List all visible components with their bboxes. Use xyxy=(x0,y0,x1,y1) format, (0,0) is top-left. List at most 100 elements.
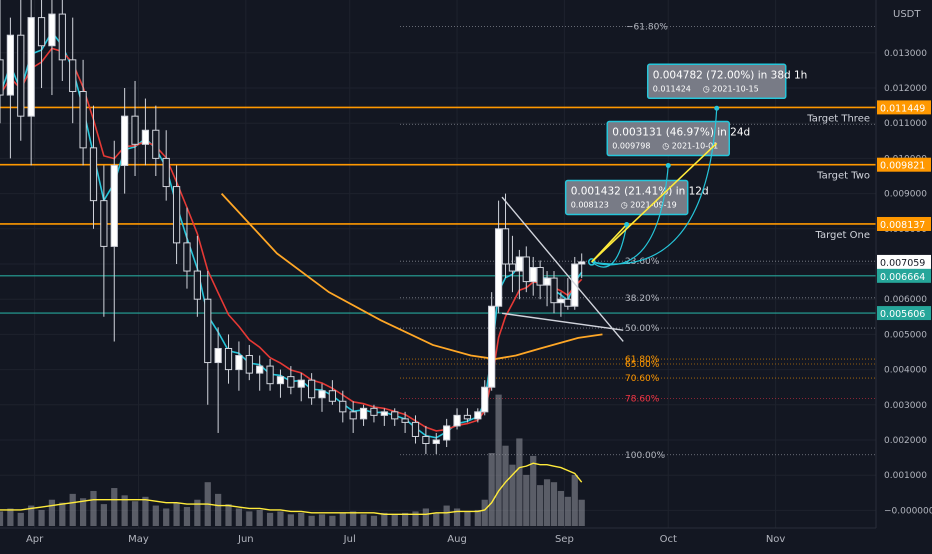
drawings xyxy=(501,196,624,342)
fib-level-label: 50.00% xyxy=(625,324,660,334)
candle-bear xyxy=(564,298,572,307)
volume-bar xyxy=(38,509,45,526)
volume-bar xyxy=(7,508,14,526)
ema-fast-line xyxy=(0,30,583,439)
candle-bear xyxy=(266,365,274,385)
fib-level-label: −61.80% xyxy=(626,22,668,32)
candle-bear xyxy=(183,242,191,272)
volume-bar xyxy=(523,474,530,526)
volume-bar xyxy=(48,499,56,526)
candle-bear xyxy=(391,411,399,420)
candle-bull xyxy=(578,261,586,265)
price-label-target: 0.011449 xyxy=(880,103,925,114)
projection-header: 0.004782 (72.00%) in 38d 1h xyxy=(653,69,808,81)
volume-bar xyxy=(502,445,509,526)
candle-bull xyxy=(235,355,243,371)
candle-bear xyxy=(245,355,253,374)
ema-slow-line xyxy=(0,47,583,432)
volume-bar xyxy=(481,499,488,526)
candle-bull xyxy=(141,129,150,145)
volume-bar xyxy=(121,495,128,526)
volume-bar xyxy=(111,488,118,526)
candle-bear xyxy=(328,390,337,402)
volume-bar xyxy=(225,504,232,526)
price-tick-label: 0.006000 xyxy=(884,295,927,305)
price-label-support: 0.006664 xyxy=(880,272,925,283)
volume-bar xyxy=(370,515,378,526)
time-axis[interactable]: Apr May Jun Jul Aug Sep Oct Nov xyxy=(0,527,932,550)
volume-bar xyxy=(17,512,24,526)
projection-date: ◷ 2021-09-19 xyxy=(621,200,677,209)
currency-label: USDT xyxy=(893,9,921,20)
candle-bull xyxy=(494,228,503,307)
candle-bull xyxy=(515,256,523,272)
candle-bear xyxy=(152,129,160,159)
candle-bear xyxy=(287,376,295,388)
projection-price: 0.008123 xyxy=(571,200,609,209)
price-tick-label: 0.005000 xyxy=(884,330,927,340)
projection-box xyxy=(646,63,787,100)
candle-bull xyxy=(557,298,565,304)
volume-bar xyxy=(495,394,502,526)
price-label-bg xyxy=(877,254,931,269)
candle-bear xyxy=(172,186,181,244)
candle-bear xyxy=(308,379,316,399)
volume-bar xyxy=(433,512,440,526)
volume-bar xyxy=(516,438,523,526)
candle-bull xyxy=(443,425,451,441)
volume-bar xyxy=(318,514,326,526)
volume-bar xyxy=(509,464,516,526)
target-label: Target Two xyxy=(816,171,870,182)
candle-bull xyxy=(110,164,118,247)
candle-bear xyxy=(89,147,98,202)
candle-bull xyxy=(121,115,129,166)
volume-bar xyxy=(537,485,544,526)
volume-bar xyxy=(100,504,107,526)
projection-curve xyxy=(591,224,628,268)
price-label-current: 0.007059 xyxy=(880,258,925,269)
volume-bar xyxy=(422,508,429,526)
price-axis[interactable]: 0.0130000.0120000.0110000.0100000.009000… xyxy=(875,0,932,528)
target-label: Target Three xyxy=(806,113,870,124)
price-label-support: 0.005606 xyxy=(880,309,925,320)
candle-bear xyxy=(401,418,409,423)
candle-bull xyxy=(488,305,496,388)
candle-bear xyxy=(37,17,46,47)
candle-bear xyxy=(69,59,77,93)
volume-bar xyxy=(59,502,66,526)
candle-bull xyxy=(214,347,222,364)
projection-header: 0.001432 (21.41%) in 12d xyxy=(571,185,709,197)
candle-bear xyxy=(411,421,420,437)
volume-bar xyxy=(277,511,284,526)
price-label-target: 0.009821 xyxy=(880,161,925,172)
price-tick-label: −0.000000 xyxy=(884,506,932,516)
candles xyxy=(0,0,586,455)
volume-bar xyxy=(246,511,253,526)
volume-bar xyxy=(308,515,315,526)
projection-target xyxy=(714,105,720,111)
time-tick-label: Jun xyxy=(237,534,254,545)
price-tick-label: 0.002000 xyxy=(884,436,927,446)
volume-bar xyxy=(530,455,537,526)
candle-bull xyxy=(481,386,489,413)
volume-bar xyxy=(557,490,565,526)
candle-bull xyxy=(297,379,305,388)
volume-bar xyxy=(235,508,243,526)
candle-bear xyxy=(463,414,472,420)
price-tick-label: 0.003000 xyxy=(884,401,927,411)
volume-bar xyxy=(350,511,357,526)
candle-bull xyxy=(6,34,15,96)
candle-bear xyxy=(224,347,233,371)
projection-box xyxy=(606,120,731,157)
time-tick-label: Oct xyxy=(660,534,677,545)
volume-bar xyxy=(578,499,585,526)
candle-bear xyxy=(100,200,108,247)
candle-bear xyxy=(204,298,212,364)
volume-bar xyxy=(464,511,471,526)
price-label-bg xyxy=(877,268,931,283)
price-lines: Target Three Target Two Target One xyxy=(0,106,876,314)
candle-bull xyxy=(276,376,285,385)
candle-bull xyxy=(27,17,35,117)
candle-bear xyxy=(0,59,4,96)
time-tick-label: Sep xyxy=(555,534,574,545)
